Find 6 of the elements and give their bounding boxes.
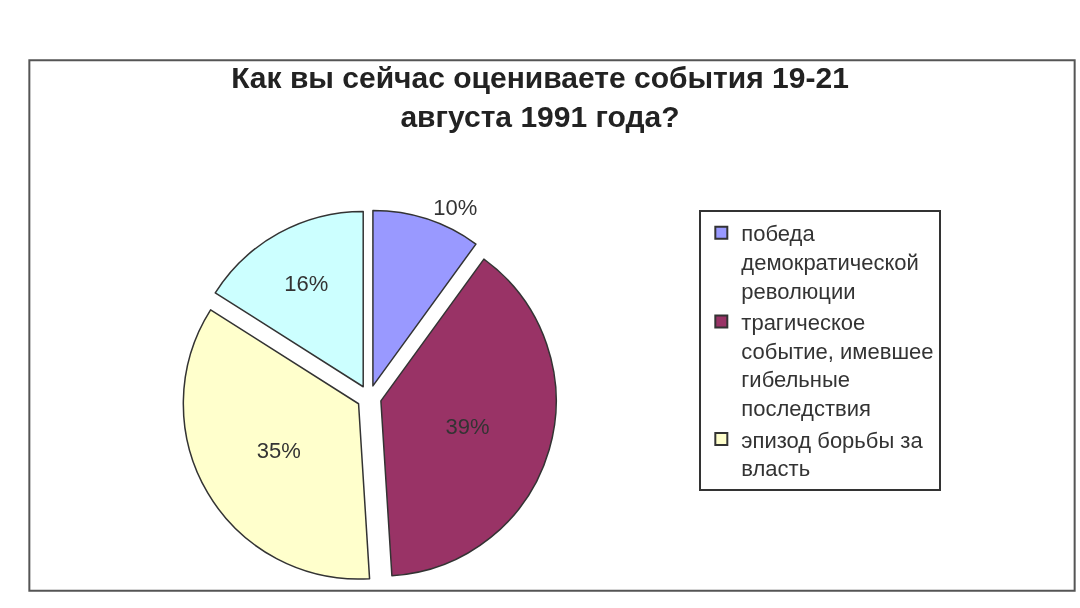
legend-label: эпизод борьбы за власть [741,427,924,482]
chart-title: Как вы сейчас оцениваете события 19-21 августа 1991 года? [231,61,849,133]
data-label: 35% [256,438,301,464]
data-label: 10% [433,195,478,221]
data-label: 16% [284,270,329,296]
data-label: 39% [445,413,490,439]
